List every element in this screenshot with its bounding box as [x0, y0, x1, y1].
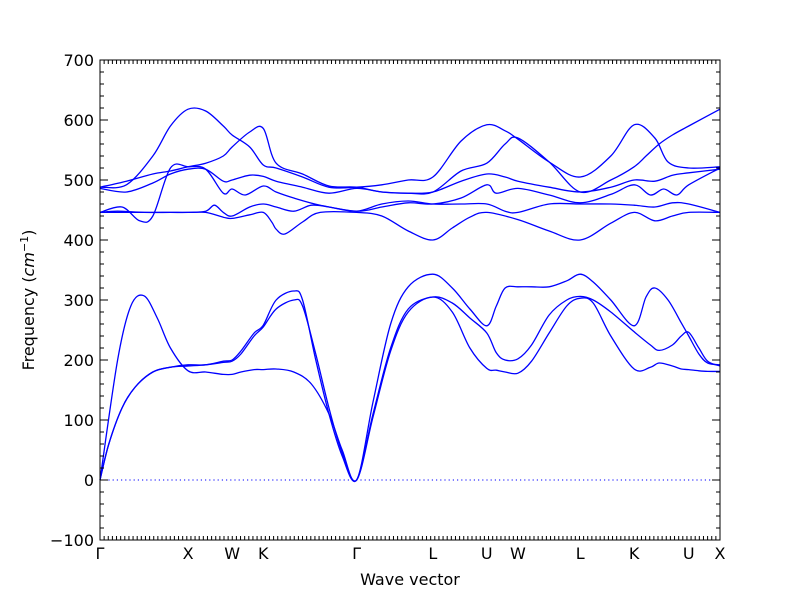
- y-tick-label: 100: [63, 411, 94, 430]
- y-axis-title-exponent: −1: [18, 236, 31, 252]
- y-axis-title: Frequency (cm−1): [18, 230, 38, 371]
- x-tick-label: U: [683, 544, 695, 563]
- phonon-band-4: [99, 210, 721, 241]
- y-tick-label: 300: [63, 291, 94, 310]
- phonon-band-1: [99, 290, 721, 483]
- y-tick-label: 600: [63, 111, 94, 130]
- y-tick-label: −100: [50, 531, 94, 550]
- phonon-band-2: [99, 296, 721, 482]
- x-tick-label: Γ: [96, 544, 105, 563]
- x-tick-label: K: [258, 544, 269, 563]
- y-tick-label: 700: [63, 51, 94, 70]
- plot-frame: [99, 59, 721, 541]
- y-tick-label: 0: [84, 471, 94, 490]
- y-tick-label: 200: [63, 351, 94, 370]
- phonon-band-3: [99, 273, 721, 483]
- x-tick-label: L: [428, 544, 437, 563]
- y-tick-label: 400: [63, 231, 94, 250]
- y-axis-title-close: ): [19, 230, 38, 236]
- x-tick-label: W: [224, 544, 240, 563]
- x-tick-label: U: [481, 544, 493, 563]
- y-axis-title-main: Frequency (: [19, 276, 38, 370]
- y-axis-ticks: −100 0 100 200 300 400 500 600 700: [50, 51, 720, 550]
- x-tick-label: K: [629, 544, 640, 563]
- x-tick-label: Γ: [352, 544, 361, 563]
- x-tick-label: X: [183, 544, 194, 563]
- phonon-band-8: [99, 108, 721, 195]
- x-tick-label: X: [715, 544, 726, 563]
- y-tick-label: 500: [63, 171, 94, 190]
- x-tick-label: L: [576, 544, 585, 563]
- phonon-band-9: [99, 107, 721, 189]
- x-axis-title: Wave vector: [360, 570, 460, 589]
- x-tick-label: W: [510, 544, 526, 563]
- plot-area: [99, 107, 721, 483]
- y-axis-title-unit: cm: [19, 252, 38, 276]
